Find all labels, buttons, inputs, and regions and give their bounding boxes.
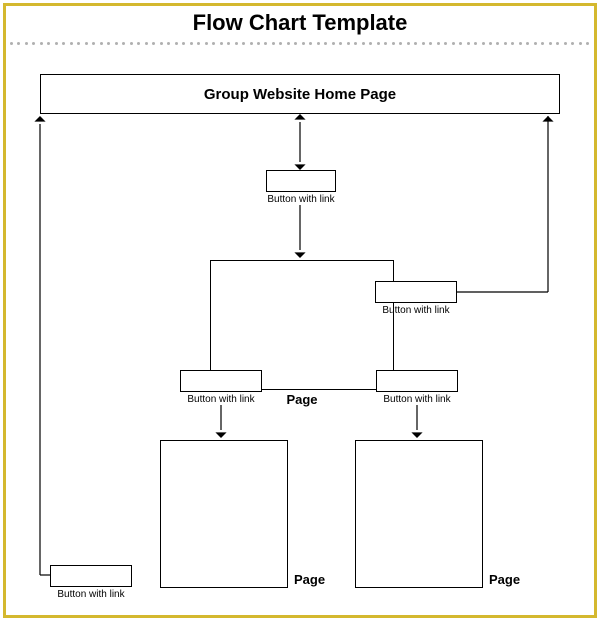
node-btnL: [180, 370, 262, 392]
node-btn2: [375, 281, 457, 303]
label-btnL: Button with link: [170, 394, 272, 405]
label-btnBL: Button with link: [40, 589, 142, 600]
label-home: Group Website Home Page: [40, 74, 560, 114]
node-btnR: [376, 370, 458, 392]
node-pageR: [355, 440, 483, 588]
label-btn2: Button with link: [365, 305, 467, 316]
page-title: Flow Chart Template: [0, 10, 600, 36]
label-btnR: Button with link: [366, 394, 468, 405]
label-pageL: Page: [294, 572, 325, 587]
node-btn1: [266, 170, 336, 192]
node-btnBL: [50, 565, 132, 587]
label-btn1: Button with link: [256, 194, 346, 205]
label-pageR: Page: [489, 572, 520, 587]
node-pageL: [160, 440, 288, 588]
